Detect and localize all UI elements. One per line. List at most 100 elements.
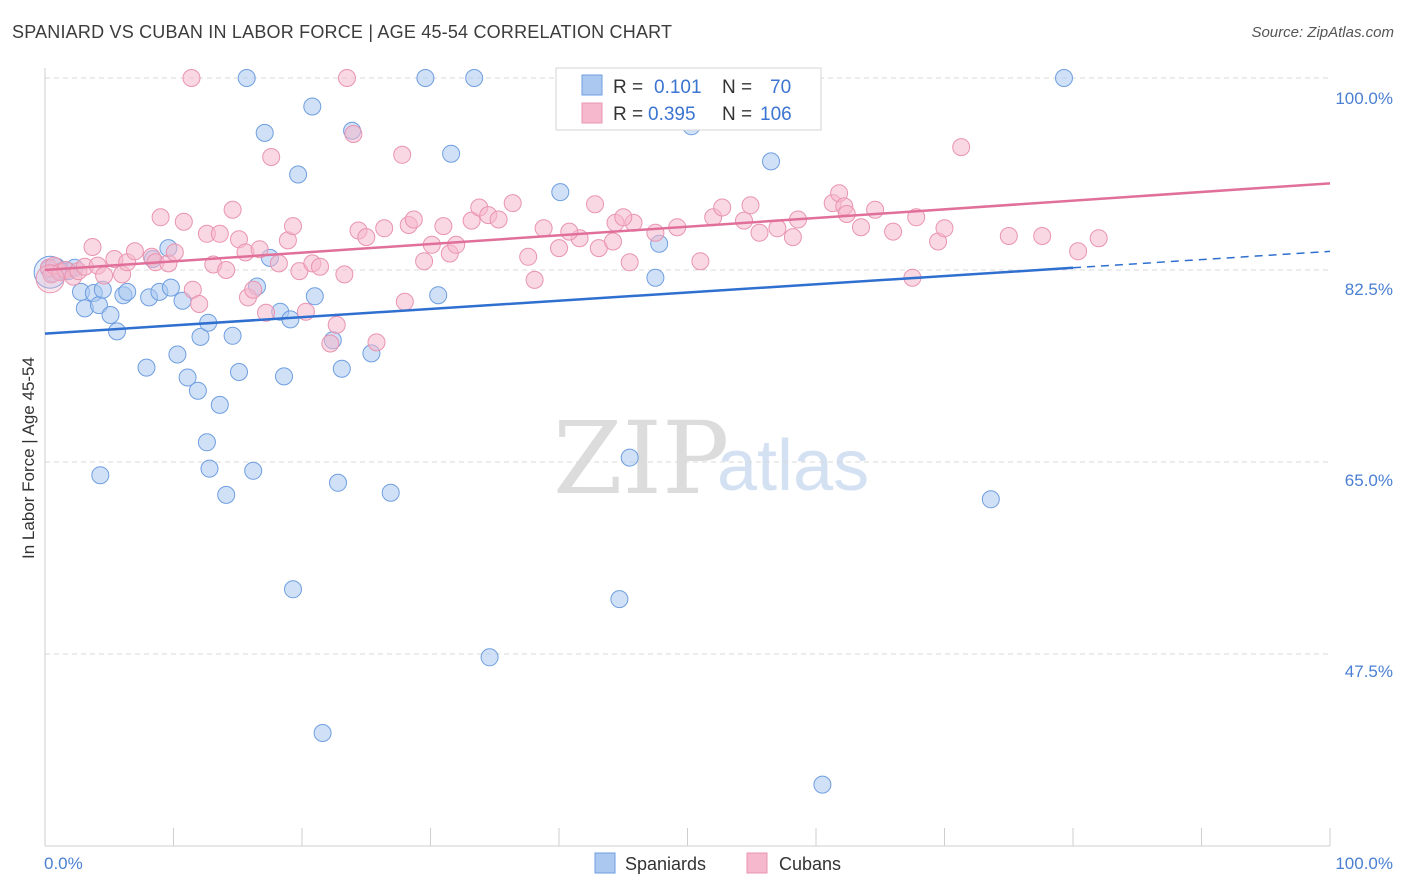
stats-legend: R = 0.101 N = 70 R = 0.395 N = 106 bbox=[555, 67, 822, 131]
spaniard-point bbox=[303, 97, 322, 116]
spaniard-point bbox=[118, 282, 137, 301]
spaniard-point bbox=[91, 466, 110, 485]
cuban-point bbox=[174, 212, 193, 231]
cuban-point bbox=[550, 239, 568, 258]
spaniard-point bbox=[610, 590, 629, 609]
cuban-point bbox=[604, 232, 622, 251]
legend-swatch-spaniards bbox=[581, 74, 603, 96]
watermark-atlas: atlas bbox=[717, 426, 869, 506]
cuban-point bbox=[1033, 227, 1052, 245]
spaniard-point bbox=[237, 69, 256, 87]
spaniard-point bbox=[101, 306, 120, 324]
spaniard-point bbox=[210, 395, 229, 414]
cuban-point bbox=[614, 208, 633, 227]
bottom-legend-label-cubans: Cubans bbox=[779, 854, 841, 874]
cuban-point bbox=[210, 224, 229, 243]
cuban-cluster-point bbox=[35, 264, 65, 294]
spaniard-point bbox=[762, 152, 780, 171]
spaniards-trend-line bbox=[44, 266, 1074, 335]
spaniard-point bbox=[178, 368, 197, 387]
spaniard-point bbox=[480, 648, 499, 667]
legend-r-value-cubans: 0.395 bbox=[648, 104, 696, 125]
cuban-point bbox=[165, 243, 184, 262]
cuban-point bbox=[321, 334, 340, 353]
spaniard-point bbox=[230, 363, 248, 381]
spaniard-point bbox=[646, 268, 665, 287]
x-axis-ticks bbox=[44, 828, 1331, 846]
spaniard-point bbox=[284, 580, 302, 599]
cuban-point bbox=[741, 196, 760, 215]
cuban-point bbox=[852, 218, 870, 237]
cuban-point bbox=[257, 303, 275, 322]
cuban-point bbox=[1089, 229, 1108, 248]
legend-r-label-spaniards: R = bbox=[613, 77, 643, 98]
cuban-point bbox=[250, 240, 269, 259]
cuban-point bbox=[691, 252, 710, 271]
cuban-point bbox=[415, 252, 434, 271]
cuban-point bbox=[393, 145, 412, 164]
cuban-point bbox=[1069, 242, 1088, 261]
cuban-point bbox=[284, 217, 302, 236]
y-axis-title: In Labor Force | Age 45-54 bbox=[19, 357, 38, 559]
cuban-point bbox=[646, 223, 665, 242]
x-tick-label-0: 0.0% bbox=[44, 854, 83, 873]
legend-n-value-spaniards: 70 bbox=[770, 77, 791, 98]
legend-n-label-cubans: N = bbox=[722, 104, 752, 125]
spaniards-trend-extension bbox=[1072, 250, 1331, 269]
cuban-point bbox=[503, 194, 522, 213]
cuban-point bbox=[338, 69, 356, 87]
bottom-legend-swatch-cubans bbox=[746, 852, 768, 874]
spaniard-point bbox=[429, 286, 448, 305]
cuban-point bbox=[783, 228, 802, 247]
spaniard-point bbox=[168, 345, 187, 364]
bottom-legend-label-spaniards: Spaniards bbox=[625, 854, 706, 874]
spaniard-point bbox=[188, 381, 207, 400]
cuban-point bbox=[560, 222, 579, 241]
cuban-point bbox=[907, 208, 926, 227]
cuban-point bbox=[357, 228, 376, 247]
cuban-point bbox=[735, 211, 753, 230]
spaniard-point bbox=[275, 367, 293, 386]
cuban-point bbox=[95, 266, 114, 285]
spaniard-point bbox=[329, 473, 347, 492]
spaniard-point bbox=[332, 359, 351, 378]
series-cubans-points bbox=[35, 69, 1108, 353]
legend-n-label-spaniards: N = bbox=[722, 77, 752, 98]
spaniard-point bbox=[289, 165, 308, 184]
cuban-point bbox=[750, 223, 769, 242]
y-tick-label-47-5: 47.5% bbox=[1345, 662, 1393, 681]
cuban-point bbox=[586, 195, 604, 214]
spaniard-point bbox=[442, 144, 461, 163]
spaniard-point bbox=[313, 724, 332, 742]
legend-r-value-spaniards: 0.101 bbox=[654, 77, 702, 98]
cuban-point bbox=[489, 210, 508, 229]
y-tick-label-65: 65.0% bbox=[1345, 471, 1393, 490]
spaniard-point bbox=[191, 327, 210, 346]
cuban-point bbox=[395, 292, 414, 311]
cuban-point bbox=[262, 148, 281, 166]
spaniard-point bbox=[1055, 69, 1073, 87]
chart-source: Source: ZipAtlas.com bbox=[1251, 24, 1394, 41]
legend-swatch-cubans bbox=[581, 102, 603, 124]
cuban-point bbox=[269, 254, 288, 273]
cuban-point bbox=[190, 295, 209, 313]
spaniard-point bbox=[223, 326, 242, 345]
spaniard-point bbox=[465, 69, 484, 87]
y-tick-label-82-5: 82.5% bbox=[1345, 280, 1393, 299]
spaniard-point bbox=[255, 123, 274, 142]
cuban-point bbox=[434, 217, 453, 236]
cuban-point bbox=[217, 261, 236, 279]
spaniard-point bbox=[217, 485, 236, 504]
cuban-point bbox=[884, 222, 903, 241]
cuban-point bbox=[182, 69, 201, 87]
cuban-point bbox=[620, 253, 639, 272]
spaniard-point bbox=[981, 490, 1000, 509]
cuban-point bbox=[335, 265, 354, 284]
spaniard-point bbox=[551, 183, 570, 202]
spaniard-point bbox=[244, 461, 263, 480]
cuban-point bbox=[935, 219, 954, 238]
spaniard-point bbox=[416, 69, 435, 87]
series-legend: Spaniards Cubans bbox=[594, 852, 841, 874]
spaniard-point bbox=[197, 433, 216, 452]
cuban-point bbox=[327, 315, 346, 334]
